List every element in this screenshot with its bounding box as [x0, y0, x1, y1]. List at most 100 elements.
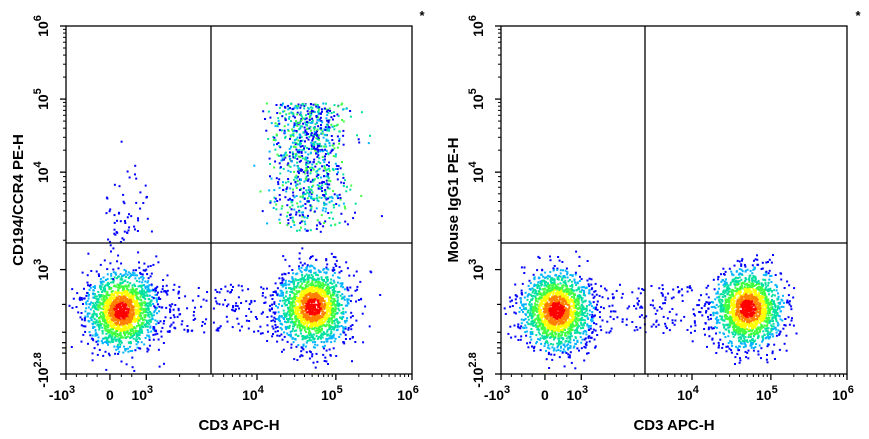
event-dot: [126, 216, 129, 219]
event-dot: [568, 292, 571, 295]
event-dot: [105, 368, 108, 371]
event-dot: [296, 150, 299, 153]
event-dot: [100, 307, 103, 310]
event-dot: [291, 112, 294, 115]
event-dot: [310, 311, 313, 314]
event-dot: [553, 319, 556, 322]
event-dot: [82, 303, 84, 305]
event-dot: [307, 200, 310, 203]
event-dot: [319, 315, 322, 318]
event-dot: [282, 102, 284, 105]
event-dot: [299, 280, 302, 283]
event-dot: [131, 326, 134, 329]
event-dot: [104, 336, 107, 339]
event-dot: [328, 161, 330, 164]
event-dot: [330, 294, 332, 297]
event-dot: [339, 198, 342, 201]
event-dot: [290, 309, 292, 312]
event-dot: [144, 337, 147, 339]
event-dot: [101, 342, 104, 345]
event-dot: [551, 332, 554, 335]
event-dot: [113, 299, 116, 302]
event-dot: [259, 190, 262, 193]
event-dot: [130, 288, 133, 291]
event-dot: [322, 149, 325, 152]
event-dot: [334, 263, 337, 266]
event-dot: [300, 118, 303, 121]
event-dot: [324, 356, 327, 359]
event-dot: [94, 322, 97, 325]
event-dot: [332, 294, 335, 297]
event-dot: [317, 299, 320, 302]
event-dot: [108, 286, 111, 289]
event-dot: [288, 306, 291, 309]
event-dot: [115, 314, 118, 317]
event-dot: [105, 279, 107, 281]
event-dot: [98, 286, 101, 289]
event-dot: [296, 175, 299, 178]
event-dot: [138, 324, 140, 326]
event-dot: [301, 293, 303, 296]
event-dot: [137, 285, 140, 288]
event-dot: [307, 153, 310, 156]
event-dot: [124, 222, 127, 224]
event-dot: [147, 307, 150, 310]
event-dot: [279, 326, 282, 329]
event-dot: [294, 312, 297, 314]
event-dot: [308, 192, 311, 195]
event-dot: [110, 281, 112, 284]
event-dot: [91, 306, 94, 309]
event-dot: [131, 271, 134, 274]
event-dot: [323, 324, 326, 326]
event-dot: [302, 292, 305, 295]
event-dot: [300, 152, 303, 154]
event-dot: [300, 319, 303, 322]
event-dot: [328, 169, 331, 172]
event-dot: [306, 191, 309, 194]
event-dot: [147, 319, 150, 322]
event-dot: [297, 316, 300, 319]
event-dot: [380, 215, 383, 218]
event-dot: [342, 327, 345, 330]
event-dot: [359, 280, 362, 283]
event-dot: [129, 303, 132, 306]
event-dot: [281, 323, 284, 326]
event-dot: [324, 294, 327, 297]
event-dot: [275, 208, 278, 211]
event-dot: [287, 104, 290, 107]
event-dot: [313, 319, 316, 322]
event-dot: [270, 177, 273, 180]
event-dot: [305, 314, 308, 317]
event-dot: [303, 117, 306, 120]
event-dot: [95, 297, 98, 300]
event-dot: [131, 317, 133, 320]
event-dot: [124, 315, 127, 318]
event-dot: [330, 123, 333, 126]
event-dot: [285, 151, 287, 154]
event-dot: [169, 305, 172, 308]
event-dot: [324, 304, 327, 307]
event-dot: [115, 318, 118, 320]
event-dot: [137, 317, 140, 320]
event-dot: [329, 296, 332, 299]
event-dot: [229, 283, 232, 286]
event-dot: [306, 197, 309, 200]
event-dot: [272, 327, 275, 330]
event-dot: [344, 327, 347, 330]
event-dot: [337, 165, 340, 168]
event-dot: [347, 328, 350, 331]
event-dot: [340, 181, 343, 184]
event-dot: [294, 303, 297, 306]
event-dot: [343, 295, 346, 298]
event-dot: [120, 277, 123, 280]
event-dot: [148, 294, 151, 297]
event-dot: [309, 333, 312, 336]
event-dot: [304, 294, 307, 297]
event-dot: [306, 171, 309, 174]
event-dot: [112, 340, 115, 343]
event-dot: [285, 299, 287, 302]
event-dot: [91, 334, 94, 337]
event-dot: [316, 184, 319, 187]
event-dot: [322, 225, 325, 228]
event-dot: [129, 297, 132, 300]
